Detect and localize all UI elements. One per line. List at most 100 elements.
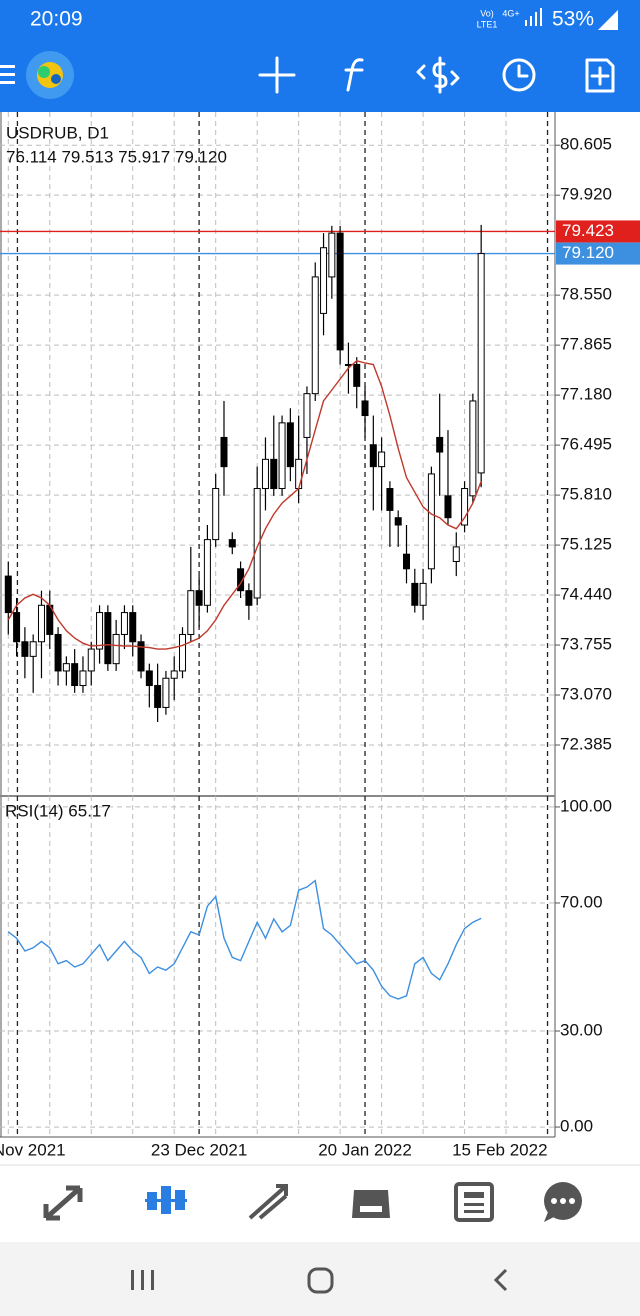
candle-body — [104, 612, 112, 665]
candle-body — [394, 517, 402, 526]
status-time: 20:09 — [30, 8, 83, 31]
y-tick-label: 80.605 — [560, 135, 612, 154]
y-tick-label: 74.440 — [560, 585, 612, 604]
candle-body — [62, 663, 70, 672]
candle-body — [71, 663, 79, 687]
candle-body — [120, 612, 128, 635]
candle-body — [295, 458, 303, 490]
wifi-icon — [598, 10, 618, 30]
nav-bar — [0, 1242, 640, 1316]
candle-body — [179, 633, 187, 672]
candle-body — [303, 393, 311, 438]
candle-body — [228, 539, 236, 548]
y-tick-label: 76.495 — [560, 435, 612, 454]
app-logo[interactable] — [26, 51, 74, 99]
candle-body — [96, 612, 104, 650]
candle-body — [427, 473, 435, 570]
candle-body — [253, 488, 261, 599]
candle-body — [336, 232, 344, 351]
candle-body — [203, 539, 211, 606]
y-tick-label: 73.755 — [560, 635, 612, 654]
y-tick-label: 73.070 — [560, 685, 612, 704]
candle-body — [29, 641, 37, 657]
candle-body — [13, 612, 21, 643]
x-tick-label: 23 Dec 2021 — [151, 1140, 247, 1159]
candle-body — [187, 590, 195, 635]
candle-body — [220, 436, 228, 468]
y-tick-label: 78.550 — [560, 285, 612, 304]
price-tag — [556, 242, 640, 265]
candle-body — [154, 685, 162, 708]
crosshair-button[interactable] — [258, 56, 296, 94]
candle-body — [386, 488, 394, 511]
y-tick-label: 72.385 — [560, 734, 612, 753]
status-battery: 53% — [552, 8, 594, 31]
recent-button[interactable] — [131, 1270, 154, 1290]
candle-body — [212, 488, 220, 541]
candle-body — [129, 612, 137, 643]
news-tab[interactable] — [454, 1182, 494, 1222]
candle-body — [270, 458, 278, 490]
price-tag — [556, 220, 640, 243]
candle-body — [112, 633, 120, 665]
moving-average — [7, 360, 482, 650]
quotes-tab[interactable] — [43, 1185, 83, 1221]
menu-button[interactable] — [0, 65, 15, 84]
price-tag-label: 79.120 — [562, 243, 614, 262]
candle-body — [237, 568, 245, 592]
candle-body — [328, 232, 336, 278]
candle-body — [145, 670, 153, 687]
x-tick-label: 20 Jan 2022 — [318, 1140, 412, 1159]
candle-body — [261, 458, 269, 490]
back-button[interactable] — [493, 1268, 508, 1292]
plot: 80.605 79.920 78.550 77.865 77.180 76.495 75.8… — [0, 112, 640, 1159]
rsi-line — [7, 879, 482, 1000]
candle-body — [353, 363, 361, 387]
candle-body — [419, 582, 427, 606]
chat-tab[interactable] — [544, 1182, 582, 1222]
home-button[interactable] — [307, 1267, 334, 1294]
y-tick-label: 79.920 — [560, 185, 612, 204]
candle-body — [444, 495, 452, 519]
price-tag-label: 79.423 — [562, 221, 614, 240]
candle-body — [403, 553, 411, 570]
candle-body — [361, 400, 369, 417]
chart-title: USDRUB, D1 — [6, 123, 109, 142]
candle-body — [79, 670, 87, 687]
history-tab[interactable] — [352, 1190, 390, 1218]
candle-body — [245, 590, 253, 606]
status-net: 4G+ — [502, 8, 519, 18]
indicators-button[interactable] — [344, 58, 364, 92]
chart-tab[interactable] — [145, 1186, 187, 1214]
candle-body — [369, 444, 377, 468]
status-net: LTE1 — [477, 19, 498, 29]
candle-body — [195, 590, 203, 606]
candle-body — [37, 604, 45, 643]
candle-body — [411, 582, 419, 606]
header-bg — [0, 0, 640, 112]
candle-body — [378, 451, 386, 468]
y-tick-label: 77.180 — [560, 385, 612, 404]
candle-body — [4, 575, 12, 614]
rsi-y-tick-label: 0.00 — [560, 1117, 593, 1136]
candle-body — [452, 546, 460, 562]
candle-body — [54, 633, 62, 672]
ohlc-header: 76.114 79.513 75.917 79.120 — [6, 147, 227, 166]
trade-tab[interactable] — [248, 1184, 288, 1220]
y-tick-label: 75.810 — [560, 485, 612, 504]
candle-body — [21, 641, 29, 657]
rsi-y-tick-label: 30.00 — [560, 1021, 603, 1040]
rsi-y-tick-label: 70.00 — [560, 892, 603, 911]
rsi-y-tick-label: 100.00 — [560, 796, 612, 815]
y-tick-label: 75.125 — [560, 535, 612, 554]
candle-body — [87, 648, 95, 672]
candle-body — [477, 253, 485, 474]
candle-body — [469, 400, 477, 497]
new-order-button[interactable] — [585, 58, 615, 93]
trade-button[interactable] — [416, 56, 460, 94]
candle-body — [436, 436, 444, 453]
period-button[interactable] — [502, 58, 536, 92]
candle-body — [311, 276, 319, 395]
tab-bar — [0, 1165, 640, 1242]
